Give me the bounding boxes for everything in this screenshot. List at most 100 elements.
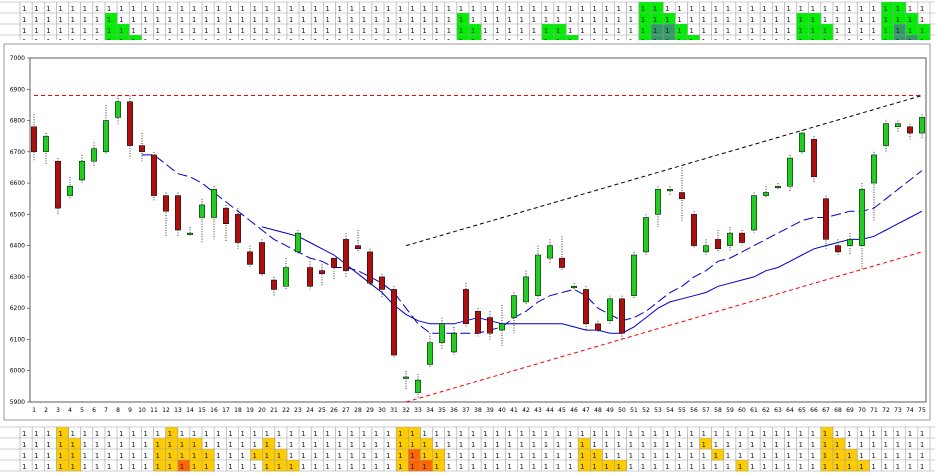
grid-value: 1: [71, 452, 75, 460]
grid-value: 1: [629, 430, 633, 438]
grid-value: 1: [143, 38, 147, 40]
grid-value: 1: [847, 463, 851, 471]
signal-cell: [650, 35, 664, 40]
grid-value: 1: [811, 27, 815, 35]
grid-value: 1: [811, 38, 815, 40]
candle: [511, 292, 517, 334]
grid-value: 1: [131, 5, 135, 13]
grid-value: 1: [568, 452, 572, 460]
grid-value: 1: [689, 430, 693, 438]
grid-value: 1: [107, 452, 111, 460]
grid-value: 1: [799, 5, 803, 13]
grid-value: 1: [871, 430, 875, 438]
grid-value: 1: [786, 441, 790, 449]
grid-value: 1: [507, 452, 511, 460]
grid-value: 1: [435, 38, 439, 40]
grid-value: 1: [544, 27, 548, 35]
candle-body: [379, 276, 385, 290]
grid-value: 1: [580, 5, 584, 13]
x-tick-label: 39: [486, 407, 494, 414]
signal-cell: [420, 449, 434, 461]
candle: [367, 248, 373, 287]
grid-value: 1: [726, 430, 730, 438]
candle: [775, 183, 781, 190]
grid-value: 1: [641, 5, 645, 13]
grid-value: 1: [131, 441, 135, 449]
grid-value: 1: [386, 38, 390, 40]
x-tick-label: 34: [426, 407, 434, 414]
grid-value: 1: [665, 441, 669, 449]
candle: [271, 276, 277, 296]
grid-value: 1: [447, 38, 451, 40]
signal-cell: [396, 438, 409, 450]
grid-value: 1: [896, 38, 900, 40]
candle-body: [847, 239, 853, 246]
grid-value: 1: [192, 38, 196, 40]
grid-value: 1: [204, 452, 208, 460]
grid-value: 1: [107, 463, 111, 471]
grid-value: 1: [556, 463, 560, 471]
signal-cell: [262, 449, 276, 461]
candle-body: [151, 154, 157, 196]
grid-value: 1: [337, 441, 341, 449]
x-tick-label: 3: [56, 407, 60, 414]
grid-value: 1: [350, 5, 354, 13]
grid-value: 1: [374, 5, 378, 13]
grid-value: 1: [180, 430, 184, 438]
grid-value: 1: [71, 463, 75, 471]
candle-body: [835, 245, 841, 253]
grid-value: 1: [617, 441, 621, 449]
grid-value: 1: [799, 430, 803, 438]
signal-cell: [456, 13, 470, 25]
grid-value: 1: [592, 16, 596, 24]
grid-value: 1: [34, 452, 38, 460]
grid-value: 1: [786, 38, 790, 40]
x-tick-label: 55: [678, 407, 686, 414]
candle: [103, 104, 109, 155]
signal-cell: [832, 449, 846, 461]
candle-body: [691, 214, 697, 246]
grid-value: 1: [544, 441, 548, 449]
grid-value: 1: [204, 430, 208, 438]
grid-value: 1: [774, 5, 778, 13]
signal-cell: [820, 438, 834, 450]
signal-cell: [117, 24, 130, 36]
grid-value: 1: [544, 16, 548, 24]
grid-value: 1: [544, 38, 548, 40]
grid-value: 1: [653, 38, 657, 40]
signal-cell: [905, 13, 919, 25]
x-tick-label: 7: [104, 407, 108, 414]
grid-value: 1: [277, 38, 281, 40]
grid-value: 1: [665, 5, 669, 13]
x-tick-label: 63: [774, 407, 782, 414]
candle-body: [115, 101, 121, 118]
grid-value: 1: [896, 16, 900, 24]
grid-value: 1: [216, 452, 220, 460]
grid-value: 1: [896, 452, 900, 460]
grid-value: 1: [386, 452, 390, 460]
grid-value: 1: [447, 27, 451, 35]
signal-cell: [893, 35, 907, 40]
grid-value: 1: [556, 452, 560, 460]
x-tick-label: 51: [630, 407, 638, 414]
y-tick-label: 6700: [10, 149, 25, 156]
signal-cell: [917, 24, 931, 36]
grid-value: 1: [714, 5, 718, 13]
grid-value: 1: [726, 16, 730, 24]
grid-value: 1: [398, 27, 402, 35]
grid-value: 1: [83, 5, 87, 13]
grid-value: 1: [435, 16, 439, 24]
price-chart: 5900 6000 6100 6200 6300 6400 6500 6600 6700 6800…: [3, 43, 931, 421]
candle-body: [271, 279, 277, 290]
grid-value: 1: [799, 463, 803, 471]
grid-value: 1: [301, 16, 305, 24]
grid-value: 1: [107, 5, 111, 13]
grid-value: 1: [180, 38, 184, 40]
grid-value: 1: [435, 5, 439, 13]
grid-value: 1: [519, 5, 523, 13]
candle-body: [247, 251, 253, 265]
grid-value: 1: [726, 463, 730, 471]
x-tick-label: 16: [210, 407, 218, 414]
grid-value: 1: [204, 27, 208, 35]
grid-value: 1: [58, 452, 62, 460]
